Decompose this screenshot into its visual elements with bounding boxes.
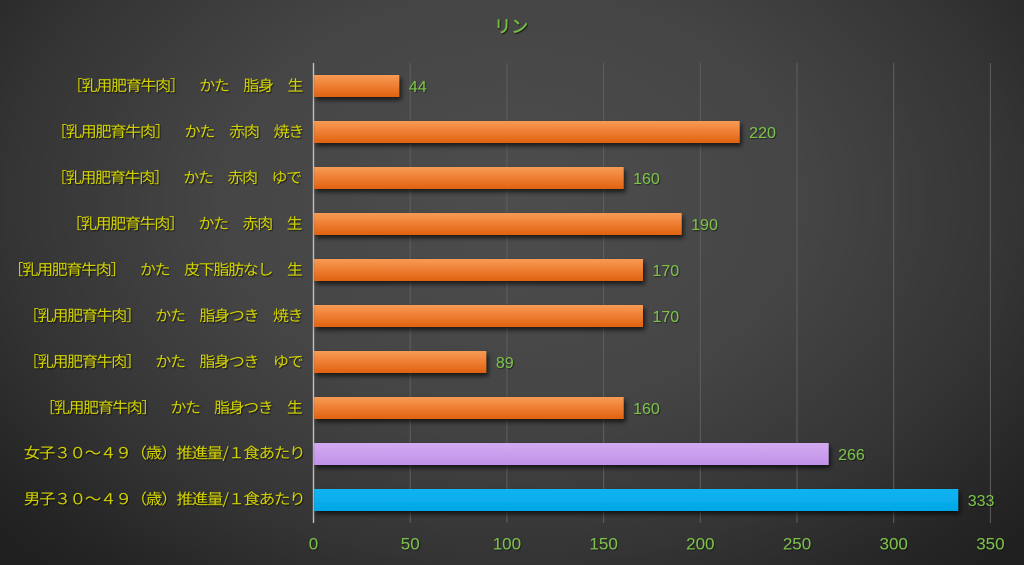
svg-text:170: 170 <box>652 263 679 280</box>
svg-text:100: 100 <box>493 534 521 553</box>
svg-text:350: 350 <box>976 534 1004 553</box>
svg-text:0: 0 <box>309 534 318 553</box>
svg-text:170: 170 <box>652 309 679 326</box>
svg-text:200: 200 <box>686 534 714 553</box>
svg-text:160: 160 <box>633 171 660 188</box>
svg-text:220: 220 <box>749 125 776 142</box>
svg-text:250: 250 <box>783 534 811 553</box>
svg-text:89: 89 <box>496 355 514 372</box>
svg-text:266: 266 <box>838 447 865 464</box>
svg-text:300: 300 <box>880 534 908 553</box>
svg-text:150: 150 <box>589 534 617 553</box>
svg-text:50: 50 <box>401 534 420 553</box>
svg-text:190: 190 <box>691 217 718 234</box>
svg-text:333: 333 <box>968 493 995 510</box>
svg-text:160: 160 <box>633 401 660 418</box>
svg-text:44: 44 <box>409 79 427 96</box>
